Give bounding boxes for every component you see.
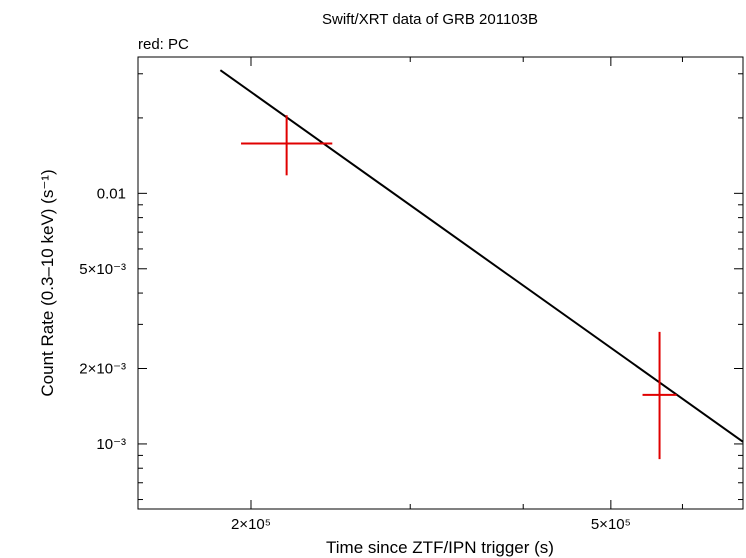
y-tick-label: 10⁻³ [96, 436, 126, 453]
tick-labels: 10⁻³ 2×10⁻³ 5×10⁻³ 0.01 2×10⁵ 5×10⁵ [79, 185, 631, 533]
axis-ticks [138, 57, 744, 509]
y-axis-label: Count Rate (0.3–10 keV) (s⁻¹) [38, 169, 57, 396]
chart-title: Swift/XRT data of GRB 201103B [322, 11, 538, 28]
x-axis-label: Time since ZTF/IPN trigger (s) [326, 538, 554, 557]
data-point [241, 115, 333, 176]
model-fit-layer [219, 69, 744, 443]
y-tick-label: 5×10⁻³ [79, 261, 126, 278]
y-tick-label: 2×10⁻³ [79, 360, 126, 377]
x-tick-label: 2×10⁵ [231, 516, 271, 533]
chart-subtitle: red: PC [138, 36, 189, 53]
data-point [642, 331, 677, 460]
data-points-layer [241, 115, 677, 460]
plot-frame [137, 56, 744, 510]
model-fit-line [219, 69, 744, 443]
x-tick-label: 5×10⁵ [591, 516, 631, 533]
y-tick-label: 0.01 [97, 185, 126, 202]
